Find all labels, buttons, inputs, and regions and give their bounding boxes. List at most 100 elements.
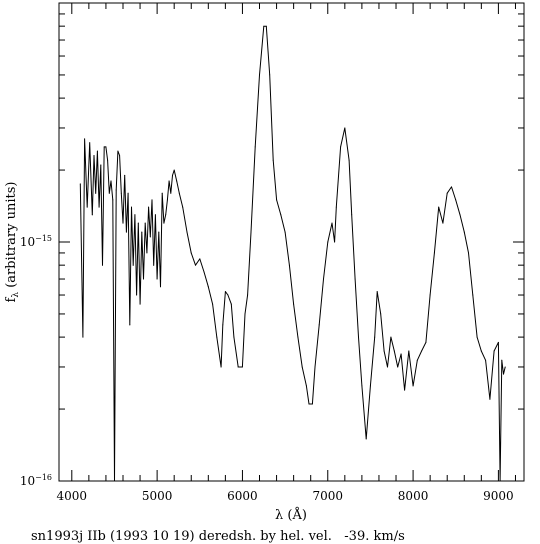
spectrum-point [442, 222, 444, 224]
spectrum-point [504, 366, 506, 368]
spectrum-point [119, 155, 121, 156]
spectrum-point [82, 336, 84, 338]
spectrum-point [451, 186, 452, 188]
spectrum-point [499, 480, 501, 482]
spectrum-point [230, 303, 232, 305]
spectrum-point [124, 174, 126, 176]
spectrum-point [132, 264, 134, 266]
spectrum-point [340, 146, 342, 148]
spectrum-point [100, 164, 102, 166]
spectrum-point [79, 183, 81, 185]
spectrum-point [305, 385, 307, 387]
spectrum-point [493, 350, 495, 352]
spectrum-point [160, 286, 161, 288]
spectrum-point [112, 199, 114, 201]
figure-caption: sn1993j IIb (1993 10 19) deredsh. by hel… [31, 529, 405, 544]
y-tick-label: 10−16 [20, 473, 52, 488]
spectrum-point [144, 222, 146, 224]
y-tick-label: 10−15 [20, 234, 52, 249]
spectrum-point [127, 192, 129, 194]
spectrum-point [129, 324, 131, 326]
spectrum-point [105, 146, 107, 148]
y-axis-label-main: f [4, 296, 19, 302]
spectrum-point [114, 480, 115, 482]
spectrum-point [172, 174, 173, 176]
spectrum-point [472, 294, 474, 296]
spectrum-point [468, 252, 469, 254]
spectrum-point [141, 231, 143, 233]
y-axis-ticks: 10−16 10−15 [20, 13, 524, 488]
spectrum-point [259, 74, 260, 76]
spectrum-point [390, 336, 392, 338]
spectrum-point [412, 385, 414, 387]
spectrum-point [186, 231, 188, 233]
x-tick-label: 8000 [398, 489, 429, 503]
series-layer [79, 25, 506, 482]
spectrum-point [107, 159, 109, 161]
x-tick-label: 6000 [227, 489, 258, 503]
spectrum-series-line [79, 25, 506, 482]
x-tick-label: 4000 [57, 489, 88, 503]
spectrum-point [425, 341, 427, 343]
spectrum-point [335, 206, 337, 208]
spectrum-point [161, 192, 163, 194]
spectrum-point [455, 199, 457, 201]
spectrum-point [158, 231, 160, 233]
spectrum-point [480, 350, 482, 352]
spectrum-point [178, 192, 180, 194]
spectrum-point [288, 264, 290, 266]
x-tick-label: 7000 [312, 489, 343, 503]
spectrum-point [207, 286, 209, 288]
spectrum-point [143, 278, 144, 280]
x-axis-ticks: 4000 5000 6000 7000 8000 9000 [57, 3, 516, 503]
spectrum-point [408, 350, 410, 352]
spectrum-point [404, 389, 406, 391]
spectrum-point [220, 366, 222, 368]
spectrum-point [170, 192, 172, 194]
spectrum-point [503, 373, 504, 375]
spectrum-point [134, 214, 136, 216]
spectrum-point [131, 206, 132, 208]
spectrum-point [293, 303, 295, 305]
spectrum-point [146, 252, 148, 254]
spectrum-point [311, 403, 313, 405]
spectrum-point [176, 180, 178, 182]
spectrum-point [463, 231, 465, 233]
spectrum-point [387, 366, 388, 368]
spectrum-point [216, 336, 218, 338]
spectrum-point [263, 25, 265, 27]
spectrum-point [89, 142, 91, 144]
y-axis-label-rest: (arbitrary units) [4, 182, 19, 292]
spectrum-point [358, 336, 359, 338]
spectrum-point [163, 222, 165, 224]
spectrum-point [331, 222, 333, 224]
spectrum-point [354, 278, 356, 280]
spectrum-point [122, 222, 124, 224]
spectrum-point [224, 291, 226, 293]
spectrum-point [365, 438, 367, 440]
spectrum-point [318, 324, 320, 326]
x-axis-label: λ (Å) [275, 507, 307, 523]
spectrum-point [250, 231, 252, 233]
spectrum-point [98, 206, 100, 208]
spectrum-point [276, 199, 278, 201]
spectrum-point [108, 192, 110, 194]
spectrum-point [139, 303, 141, 305]
spectrum-point [416, 359, 418, 361]
spectrum-point [351, 214, 353, 216]
spectrum-point [244, 313, 246, 315]
spectrum-point [421, 350, 423, 352]
spectrum-point [237, 366, 239, 368]
spectrum-point [501, 359, 503, 361]
spectrum-point [195, 264, 196, 266]
spectrum-point [166, 199, 168, 201]
spectrum-point [459, 214, 461, 216]
spectrum-point [103, 146, 105, 148]
spectrum-point [84, 138, 86, 140]
spectrum-point [125, 231, 127, 233]
spectrum-point [120, 192, 122, 194]
spectrum-point [86, 206, 88, 208]
spectrum-point [397, 366, 399, 368]
spectrum-point [151, 199, 153, 201]
